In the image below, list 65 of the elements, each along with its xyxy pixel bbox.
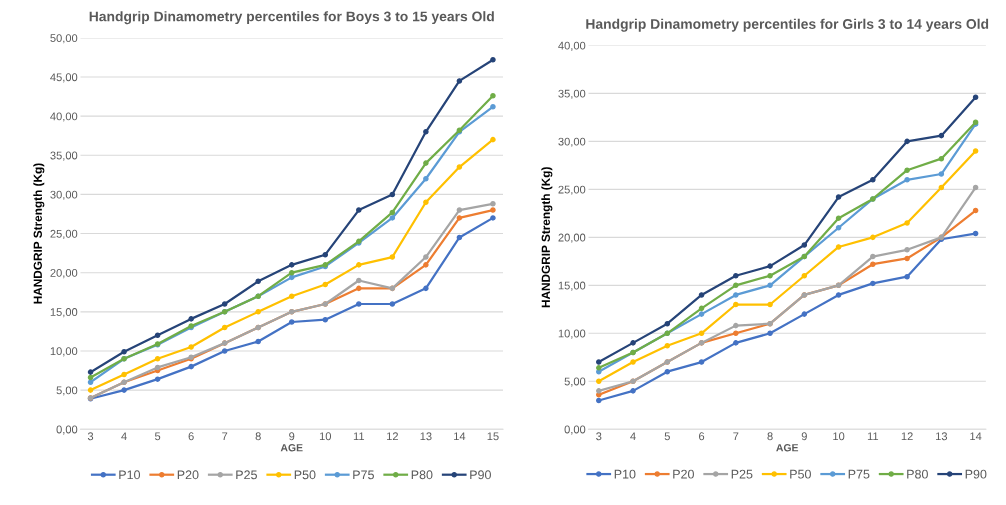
x-tick-label: 12 (901, 432, 913, 441)
legend-label: P80 (411, 470, 433, 480)
x-tick-label: 14 (454, 432, 466, 441)
y-tick-label: 15,00 (558, 281, 586, 291)
x-tick-label: 14 (970, 432, 982, 441)
x-tick-label: 15 (487, 432, 499, 441)
legend-label: P10 (614, 469, 636, 479)
y-tick-label: 35,00 (558, 89, 586, 99)
y-tick-label: 20,00 (50, 268, 78, 279)
y-tick-label: 5,00 (56, 386, 78, 396)
x-axis-title: AGE (280, 444, 303, 452)
x-tick-label: 10 (833, 432, 845, 441)
legend-label: P10 (119, 470, 141, 480)
x-tick-label: 5 (154, 432, 161, 441)
x-tick-label: 8 (767, 432, 773, 441)
x-tick-label: 3 (596, 432, 602, 441)
y-tick-label: 25,00 (558, 185, 586, 195)
chart-title: Handgrip Dinamometry percentiles for Girls 3 to 14 years Old (586, 18, 989, 32)
y-tick-label: 25,00 (50, 229, 78, 240)
legend-label: P25 (731, 469, 753, 479)
y-tick-label: 15,00 (50, 308, 78, 318)
x-tick-label: 3 (87, 432, 94, 441)
legend-label: P80 (907, 469, 928, 479)
legend-label: P75 (848, 469, 870, 479)
legend-label: P90 (470, 470, 491, 480)
y-axis-title: HANDGRIP Strength (Kg) (541, 167, 553, 308)
x-tick-label: 4 (630, 432, 636, 441)
y-tick-label: 0,00 (564, 425, 586, 435)
x-tick-label: 11 (353, 432, 365, 441)
x-tick-label: 9 (801, 432, 807, 441)
x-tick-label: 6 (699, 432, 705, 441)
legend-label: P50 (790, 469, 811, 479)
legend-label: P90 (965, 469, 987, 479)
y-tick-label: 30,00 (50, 190, 78, 200)
y-tick-label: 30,00 (558, 137, 586, 147)
y-axis-title: HANDGRIP Strength (Kg) (33, 163, 45, 304)
legend-label: P20 (177, 470, 199, 480)
x-tick-label: 11 (867, 432, 879, 441)
y-tick-label: 40,00 (558, 41, 586, 51)
y-tick-label: 10,00 (50, 347, 78, 357)
x-tick-label: 8 (255, 432, 261, 441)
y-tick-label: 5,00 (564, 377, 586, 387)
y-tick-label: 0,00 (56, 425, 78, 435)
y-tick-label: 10,00 (558, 329, 586, 339)
x-tick-label: 4 (121, 432, 127, 441)
x-tick-label: 7 (222, 432, 228, 441)
x-tick-label: 13 (420, 432, 432, 441)
x-tick-label: 12 (387, 432, 398, 441)
x-axis-title: AGE (776, 444, 799, 452)
x-tick-label: 10 (319, 432, 332, 441)
legend-label: P20 (673, 469, 694, 479)
x-tick-label: 5 (664, 432, 670, 441)
legend-label: P75 (353, 470, 374, 480)
y-tick-label: 20,00 (558, 233, 586, 243)
x-tick-label: 6 (188, 432, 194, 441)
y-tick-label: 50,00 (50, 34, 78, 44)
legend-label: P25 (236, 470, 257, 480)
x-tick-label: 7 (733, 432, 739, 441)
y-tick-label: 35,00 (50, 151, 78, 161)
y-tick-label: 40,00 (50, 112, 78, 122)
x-tick-label: 13 (936, 432, 948, 441)
y-tick-label: 45,00 (50, 73, 78, 83)
chart-title: Handgrip Dinamometry percentiles for Boys 3 to 15 years Old (89, 11, 494, 25)
legend-label: P50 (294, 470, 316, 480)
x-tick-label: 9 (289, 432, 295, 441)
